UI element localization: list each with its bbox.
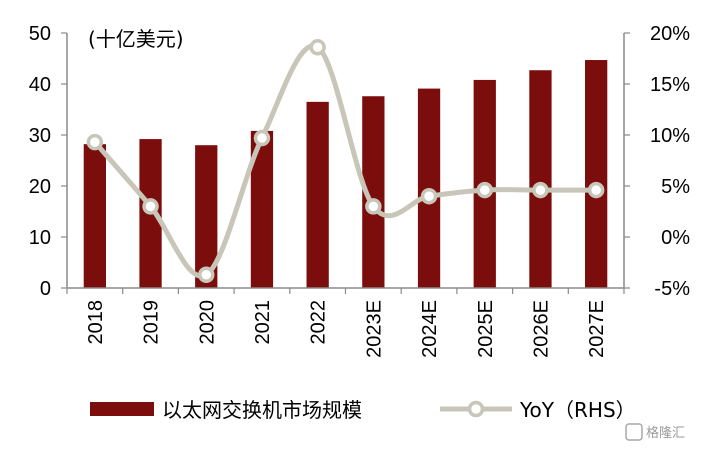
x-tick-label: 2027E — [586, 300, 608, 358]
axes — [61, 32, 630, 294]
x-tick-label: 2019 — [141, 300, 163, 345]
watermark-text: 格隆汇 — [646, 425, 685, 441]
left-tick-label: 10 — [29, 227, 51, 249]
bar-2026E — [529, 70, 552, 288]
yoy-point-2027E — [587, 181, 605, 199]
left-tick-label: 50 — [29, 23, 51, 45]
x-tick-label: 2022 — [308, 300, 330, 345]
left-tick-label: 20 — [29, 176, 51, 198]
legend: 以太网交换机市场规模 YoY（RHS） — [90, 398, 636, 422]
yoy-point-2021 — [253, 129, 271, 147]
x-tick-label: 2026E — [530, 300, 552, 358]
bar-series — [83, 60, 608, 289]
bar-2020 — [195, 145, 218, 288]
left-tick-label: 30 — [29, 125, 51, 147]
right-tick-label: 10% — [650, 125, 690, 147]
yoy-point-2024E — [420, 187, 438, 205]
right-tick-label: 5% — [661, 176, 690, 198]
x-tick-label: 2021 — [252, 300, 274, 345]
yoy-line — [92, 43, 597, 279]
right-tick-label: -5% — [654, 278, 690, 300]
bar-2018 — [83, 144, 106, 288]
left-tick-label: 40 — [29, 74, 51, 96]
x-tick-label: 2024E — [419, 300, 441, 358]
bar-2022 — [306, 101, 329, 288]
right-tick-label: 15% — [650, 74, 690, 96]
x-tick-label: 2023E — [363, 300, 385, 358]
yoy-point-2026E — [532, 181, 549, 199]
legend-bar-label: 以太网交换机市场规模 — [162, 398, 362, 422]
right-tick-label: 0% — [661, 227, 690, 249]
bar-2021 — [250, 130, 274, 288]
watermark-logo-icon — [625, 423, 643, 441]
left-tick-label: 0 — [40, 278, 51, 300]
legend-line-label: YoY（RHS） — [519, 398, 636, 422]
x-tick-label: 2020 — [196, 300, 218, 345]
right-tick-label: 20% — [650, 23, 690, 45]
x-tick-label: 2025E — [475, 300, 497, 358]
yoy-point-2019 — [142, 198, 159, 215]
watermark: 格隆汇 — [625, 423, 685, 441]
yoy-line-series — [86, 39, 605, 283]
x-tick-label: 2018 — [85, 300, 107, 345]
tick-labels: 0 10 20 30 40 50 -5% 0% 5% 10% 15% 20% 2018 2019 2020 2… — [29, 23, 690, 358]
yoy-point-2023E — [365, 198, 382, 215]
yoy-point-2020 — [198, 266, 215, 283]
bar-2027E — [585, 60, 608, 288]
legend-line-marker — [467, 400, 485, 418]
yoy-point-2022 — [309, 39, 326, 56]
yoy-point-2025E — [476, 181, 493, 199]
bar-2023E — [362, 96, 385, 289]
yoy-point-2018 — [86, 133, 104, 151]
legend-bar-swatch — [90, 402, 154, 416]
unit-label: (十亿美元) — [88, 27, 184, 51]
